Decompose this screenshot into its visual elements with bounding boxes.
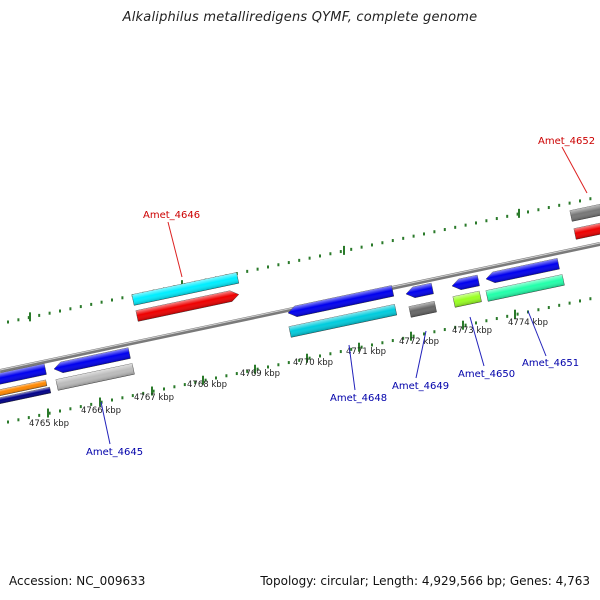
gene-shade bbox=[406, 283, 434, 298]
accession-text: Accession: NC_009633 bbox=[9, 574, 146, 588]
kbp-label: 4766 kbp bbox=[81, 406, 121, 416]
gene-amet_4646-feature bbox=[131, 272, 240, 306]
kbp-label: 4773 kbp bbox=[452, 326, 492, 336]
kbp-label: 4771 kbp bbox=[346, 347, 386, 357]
gene-label: Amet_4648 bbox=[330, 393, 387, 404]
gene-shade bbox=[54, 347, 131, 373]
leader-line bbox=[527, 310, 547, 357]
label-layer: 4765 kbp 4766 kbp 4767 kbp 4768 kbp 4769 kbp… bbox=[29, 136, 595, 458]
leader-line bbox=[167, 221, 183, 278]
gene-label: Amet_4651 bbox=[522, 358, 579, 369]
gene-layer bbox=[0, 202, 600, 411]
gene-shade bbox=[408, 301, 437, 318]
leader-line bbox=[100, 401, 111, 445]
gene-amet_4644-feature-b bbox=[0, 386, 52, 411]
kbp-label: 4774 kbp bbox=[508, 318, 548, 328]
gene-shade bbox=[485, 274, 565, 302]
gene-shade bbox=[452, 275, 480, 290]
gene-amet_4651 bbox=[485, 258, 560, 283]
gene-amet_4652-feature bbox=[569, 202, 600, 222]
gene-amet_4644 bbox=[0, 363, 47, 391]
gene-amet_4645 bbox=[53, 347, 131, 373]
kbp-label: 4770 kbp bbox=[293, 358, 333, 368]
gene-label: Amet_4650 bbox=[458, 369, 515, 380]
gene-amet_4650-feature bbox=[452, 290, 482, 308]
gene-amet_4650 bbox=[451, 274, 480, 290]
gene-label: Amet_4645 bbox=[86, 447, 143, 458]
leader-line bbox=[469, 316, 485, 367]
kbp-label: 4769 kbp bbox=[240, 369, 280, 379]
kbp-label: 4768 kbp bbox=[187, 380, 227, 390]
gene-shade bbox=[569, 202, 600, 222]
gene-amet_4652 bbox=[573, 220, 600, 240]
map-title: Alkaliphilus metalliredigens QYMF, compl… bbox=[122, 10, 478, 25]
kbp-label: 4765 kbp bbox=[29, 419, 69, 429]
gene-shade bbox=[288, 304, 397, 338]
genome-summary-text: Topology: circular; Length: 4,929,566 bp… bbox=[260, 574, 590, 588]
gene-shade bbox=[486, 258, 560, 283]
gene-shade bbox=[288, 285, 394, 317]
gene-shade bbox=[0, 363, 47, 391]
gene-shade bbox=[131, 272, 239, 306]
gene-amet_4646 bbox=[135, 290, 240, 322]
gene-amet_4649-feature bbox=[408, 300, 437, 318]
leader-line bbox=[348, 344, 356, 391]
kbp-label: 4767 kbp bbox=[134, 393, 174, 403]
gene-label: Amet_4646 bbox=[143, 210, 200, 221]
leader-line bbox=[561, 146, 588, 194]
gene-shade bbox=[573, 220, 600, 240]
gene-label: Amet_4649 bbox=[392, 381, 449, 392]
gene-amet_4648-feature bbox=[288, 304, 398, 338]
kbp-label: 4772 kbp bbox=[399, 337, 439, 347]
gene-amet_4648 bbox=[287, 285, 395, 317]
gene-shade bbox=[0, 387, 51, 410]
gene-amet_4649 bbox=[405, 282, 434, 298]
gene-amet_4644-feature-a bbox=[0, 379, 48, 403]
gene-amet_4651-feature bbox=[485, 274, 565, 302]
gene-shade bbox=[55, 363, 135, 391]
leader-line bbox=[415, 330, 427, 379]
gene-shade bbox=[452, 291, 482, 308]
gene-shade bbox=[135, 290, 239, 322]
gene-amet_4645-feature bbox=[55, 363, 135, 391]
gene-label: Amet_4652 bbox=[538, 136, 595, 147]
gene-shade bbox=[0, 379, 47, 402]
